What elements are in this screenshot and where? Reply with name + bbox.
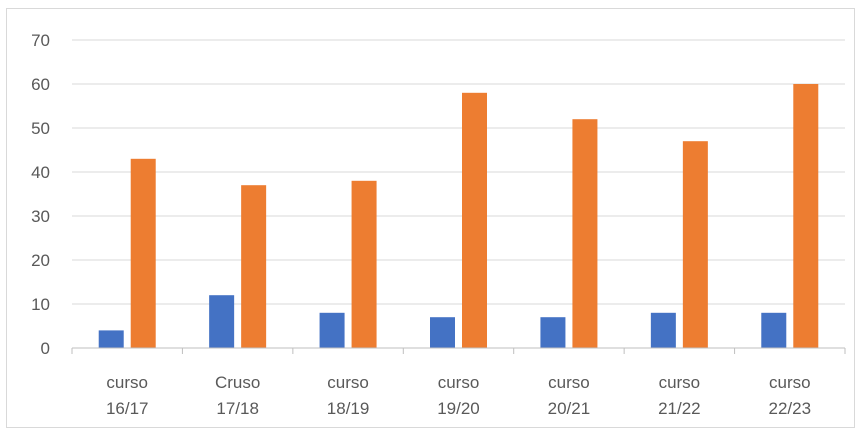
y-axis-tick-labels: 0 10 20 30 40 50 60 70: [31, 31, 50, 358]
bar-series-2: [462, 92, 487, 348]
x-category-label-line: curso: [659, 373, 701, 392]
x-category-label: curso 18/19: [327, 373, 370, 418]
bars: [98, 84, 819, 348]
bar-series-2: [793, 84, 819, 348]
y-tick-label: 60: [31, 75, 50, 94]
x-category-label-line: 16/17: [106, 399, 149, 418]
y-tick-label: 40: [31, 163, 50, 182]
gridlines: [72, 39, 845, 305]
x-axis: [71, 347, 846, 354]
y-tick-label: 50: [31, 119, 50, 138]
bar-series-2: [682, 141, 708, 348]
x-category-label-line: curso: [438, 373, 480, 392]
y-tick-label: 10: [31, 295, 50, 314]
x-category-label-line: 22/23: [769, 399, 812, 418]
bar-series-1: [98, 330, 124, 348]
x-category-label: curso 21/22: [658, 373, 701, 418]
x-category-label-line: 20/21: [548, 399, 591, 418]
bar-series-1: [761, 312, 787, 348]
x-category-label-line: Cruso: [215, 373, 260, 392]
bar-series-2: [130, 158, 156, 348]
bar-series-2: [572, 119, 598, 348]
x-category-label: curso 22/23: [769, 373, 812, 418]
x-category-label-line: 21/22: [658, 399, 701, 418]
x-category-label-line: 17/18: [216, 399, 259, 418]
bar-series-2: [241, 185, 267, 348]
x-category-label: Cruso 17/18: [215, 373, 260, 418]
y-tick-label: 20: [31, 251, 50, 270]
bar-series-1: [209, 295, 235, 348]
bar-series-2: [351, 180, 377, 348]
x-category-label-line: 18/19: [327, 399, 370, 418]
x-category-label: curso 19/20: [437, 373, 480, 418]
bar-series-1: [540, 317, 566, 348]
y-tick-label: 30: [31, 207, 50, 226]
x-axis-category-labels: curso 16/17 Cruso 17/18 curso 18/19 curso 19/20…: [106, 373, 811, 418]
y-tick-label: 70: [31, 31, 50, 50]
y-tick-label: 0: [41, 339, 50, 358]
bar-series-1: [650, 312, 676, 348]
bar-series-1: [430, 317, 455, 348]
x-category-label-line: curso: [106, 373, 148, 392]
x-category-label: curso 16/17: [106, 373, 149, 418]
x-category-label-line: 19/20: [437, 399, 480, 418]
x-category-label-line: curso: [548, 373, 590, 392]
x-category-label: curso 20/21: [548, 373, 591, 418]
x-category-label-line: curso: [327, 373, 369, 392]
bar-series-1: [319, 312, 345, 348]
x-category-label-line: curso: [769, 373, 811, 392]
